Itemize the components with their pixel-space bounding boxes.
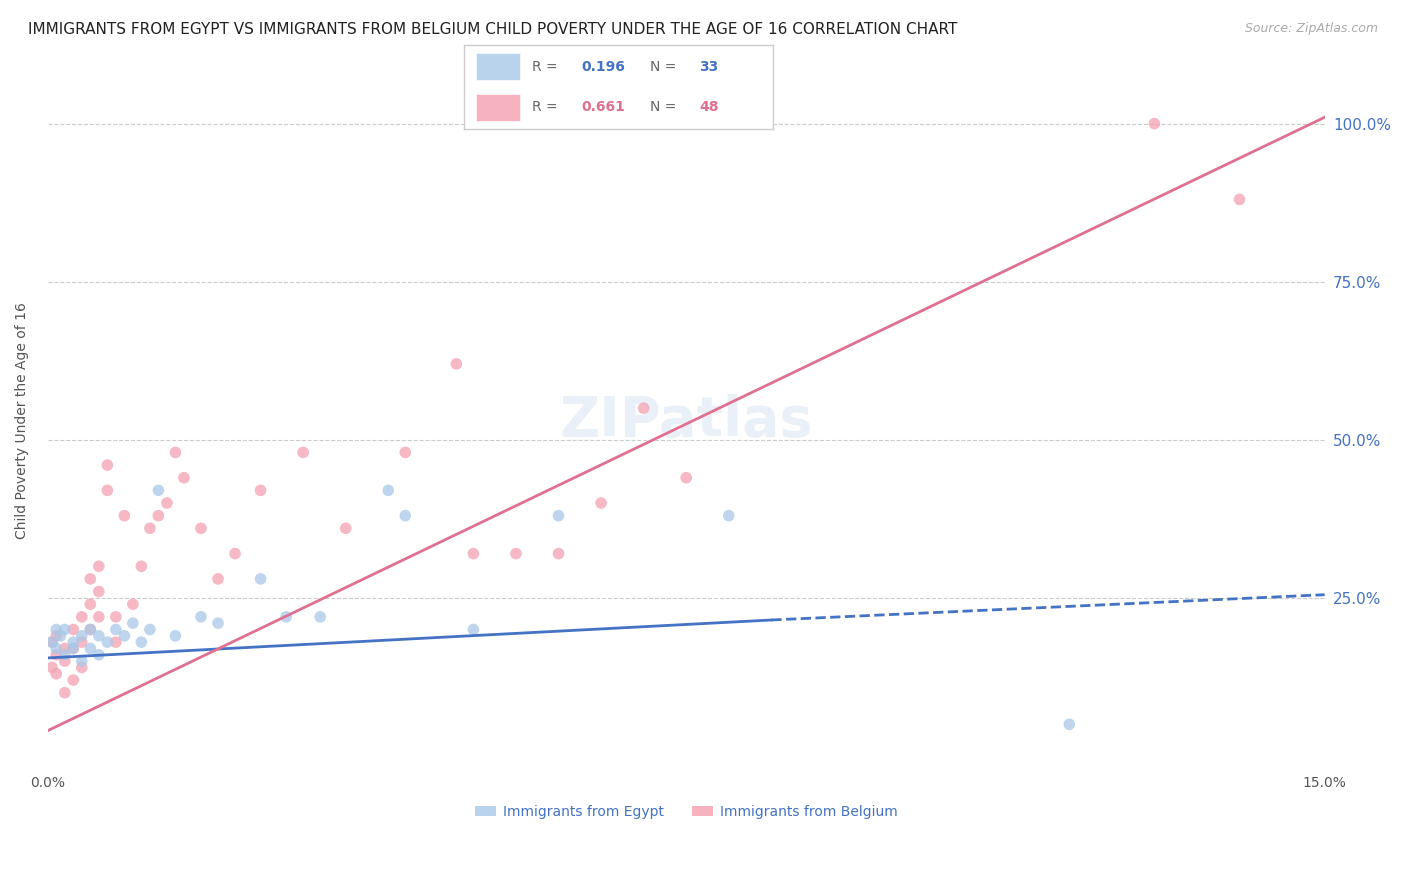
Point (45, 623, 67, 637)
Point (62, 641, 84, 656)
Text: 33: 33 (699, 60, 718, 74)
Point (62, 623, 84, 637)
Point (45, 666, 67, 681)
Point (207, 572, 229, 586)
Point (70, 660, 93, 674)
Text: 0.196: 0.196 (582, 60, 626, 74)
Point (224, 547, 246, 561)
Point (41, 635, 63, 649)
Text: R =: R = (531, 60, 562, 74)
Point (41, 660, 63, 674)
Point (249, 483, 271, 498)
Point (139, 521, 162, 535)
Point (45, 641, 67, 656)
Point (1143, 117, 1166, 131)
Point (41, 635, 63, 649)
Point (165, 629, 187, 643)
Point (87, 559, 110, 574)
Point (156, 496, 179, 510)
Point (62, 641, 84, 656)
Point (131, 635, 153, 649)
Text: R =: R = (531, 100, 562, 114)
Point (446, 357, 468, 371)
Point (633, 401, 655, 416)
Text: N =: N = (650, 100, 681, 114)
Point (79, 572, 101, 586)
Point (96, 458, 118, 472)
Point (87, 629, 110, 643)
Point (79, 623, 101, 637)
Point (45, 648, 67, 662)
Point (53, 686, 76, 700)
Point (1229, 193, 1251, 207)
Point (122, 616, 145, 631)
Point (79, 623, 101, 637)
Point (377, 483, 399, 498)
Point (148, 483, 170, 498)
Point (547, 547, 569, 561)
Point (112, 508, 135, 523)
Point (207, 616, 229, 631)
Point (62, 673, 84, 687)
Point (463, 623, 485, 637)
Text: 0.661: 0.661 (582, 100, 626, 114)
Point (505, 547, 527, 561)
Point (79, 641, 101, 656)
Point (335, 521, 357, 535)
Point (591, 496, 613, 510)
Point (131, 559, 153, 574)
Point (70, 635, 93, 649)
Point (96, 483, 118, 498)
Point (139, 623, 162, 637)
Point (148, 508, 170, 523)
Y-axis label: Child Poverty Under the Age of 16: Child Poverty Under the Age of 16 (15, 302, 30, 540)
Point (675, 471, 697, 485)
Text: N =: N = (650, 60, 681, 74)
Point (292, 445, 315, 459)
Point (173, 471, 195, 485)
Point (87, 584, 110, 599)
Point (96, 635, 118, 649)
Point (394, 445, 416, 459)
Point (79, 597, 101, 611)
Point (309, 610, 332, 624)
Point (122, 597, 145, 611)
Point (45, 629, 67, 643)
Point (104, 635, 127, 649)
Point (70, 629, 93, 643)
Point (49, 629, 72, 643)
Point (717, 508, 740, 523)
Point (62, 635, 84, 649)
Point (53, 641, 76, 656)
Point (463, 547, 485, 561)
Point (165, 445, 187, 459)
Point (87, 648, 110, 662)
Text: ZIPatlas: ZIPatlas (560, 393, 813, 448)
Point (70, 654, 93, 668)
Bar (477, 54, 520, 80)
Point (547, 508, 569, 523)
Text: 48: 48 (699, 100, 718, 114)
Point (70, 610, 93, 624)
Point (104, 610, 127, 624)
Point (87, 610, 110, 624)
Bar (477, 94, 520, 120)
Point (274, 610, 297, 624)
Point (190, 521, 212, 535)
Legend: Immigrants from Egypt, Immigrants from Belgium: Immigrants from Egypt, Immigrants from B… (470, 799, 903, 824)
Point (1059, 717, 1081, 731)
Point (104, 623, 127, 637)
Point (112, 629, 135, 643)
Point (53, 654, 76, 668)
Point (249, 572, 271, 586)
Text: IMMIGRANTS FROM EGYPT VS IMMIGRANTS FROM BELGIUM CHILD POVERTY UNDER THE AGE OF : IMMIGRANTS FROM EGYPT VS IMMIGRANTS FROM… (28, 22, 957, 37)
Point (190, 610, 212, 624)
Text: Source: ZipAtlas.com: Source: ZipAtlas.com (1244, 22, 1378, 36)
Point (53, 648, 76, 662)
Point (394, 508, 416, 523)
Point (53, 623, 76, 637)
